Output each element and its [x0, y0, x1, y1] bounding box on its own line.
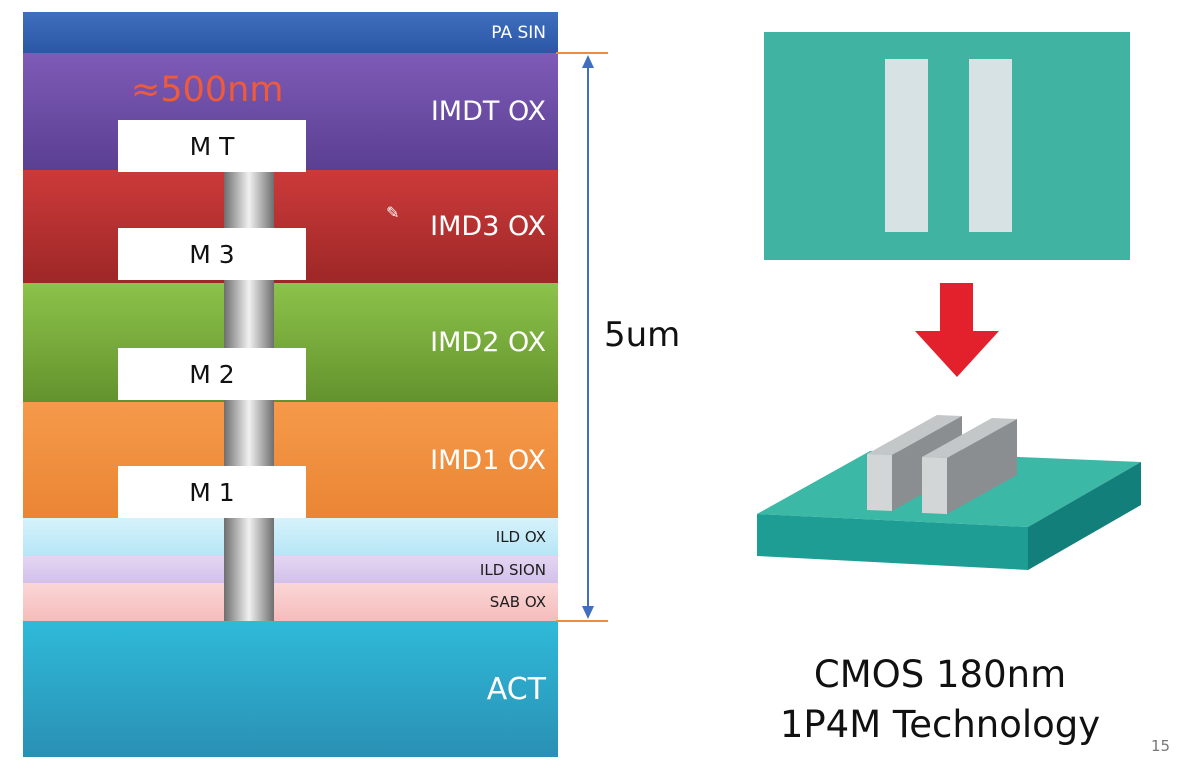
layer-label-imd2-ox: IMD2 OX [430, 327, 546, 358]
via-mt-m3 [224, 170, 274, 228]
stack-thickness-label: 5um [604, 315, 681, 355]
layer-label-imd1-ox: IMD1 OX [430, 444, 546, 476]
layer-ild-ox: ILD OX [23, 518, 558, 556]
caption-line-1: CMOS 180nm [813, 653, 1067, 696]
layer-label-sab-ox: SAB OX [489, 593, 546, 611]
right-bar-top [922, 418, 1017, 458]
dimension-line [556, 52, 608, 622]
metal-mt: M T [118, 120, 306, 172]
layer-label-ild-sion: ILD SION [479, 560, 546, 579]
dimension-arrow-up [582, 55, 594, 68]
via-m1-act [224, 518, 274, 621]
base-plate-side [1028, 462, 1141, 570]
left-bar-front [867, 454, 892, 511]
isometric-view [757, 415, 1141, 570]
layer-label-act: ACT [486, 671, 546, 707]
dimension-arrow-down [582, 606, 594, 619]
base-plate-front [757, 514, 1028, 570]
metal-m3: M 3 [118, 228, 306, 280]
caption-line-2: 1P4M Technology [779, 703, 1101, 746]
layer-label-imd3-ox: IMD3 OX [430, 211, 546, 242]
pencil-icon: ✎ [386, 203, 400, 222]
layer-label-ild-ox: ILD OX [495, 528, 546, 546]
layer-pa-sin: PA SIN [23, 12, 558, 53]
layer-ild-sion: ILD SION [23, 556, 558, 583]
down-arrow-icon [915, 283, 999, 377]
page-number: 15 [1151, 737, 1171, 755]
metal-thickness-annotation: ≈500nm [131, 70, 284, 110]
top-view-bar-left [885, 59, 928, 232]
right-bar-side [947, 419, 1017, 514]
layer-act: ACT [23, 621, 558, 757]
left-bar-top [867, 415, 962, 455]
layer-sab-ox: SAB OX [23, 583, 558, 621]
metal-m2: M 2 [118, 348, 306, 400]
layer-label-imdt-ox: IMDT OX [430, 96, 546, 127]
layer-label-pa-sin: PA SIN [491, 22, 546, 43]
top-view-bar-right [969, 59, 1012, 232]
right-bar-front [922, 457, 947, 514]
via-m3-m2 [224, 280, 274, 348]
metal-m1: M 1 [118, 466, 306, 518]
via-m2-m1 [224, 400, 274, 466]
top-view-panel [764, 32, 1130, 260]
